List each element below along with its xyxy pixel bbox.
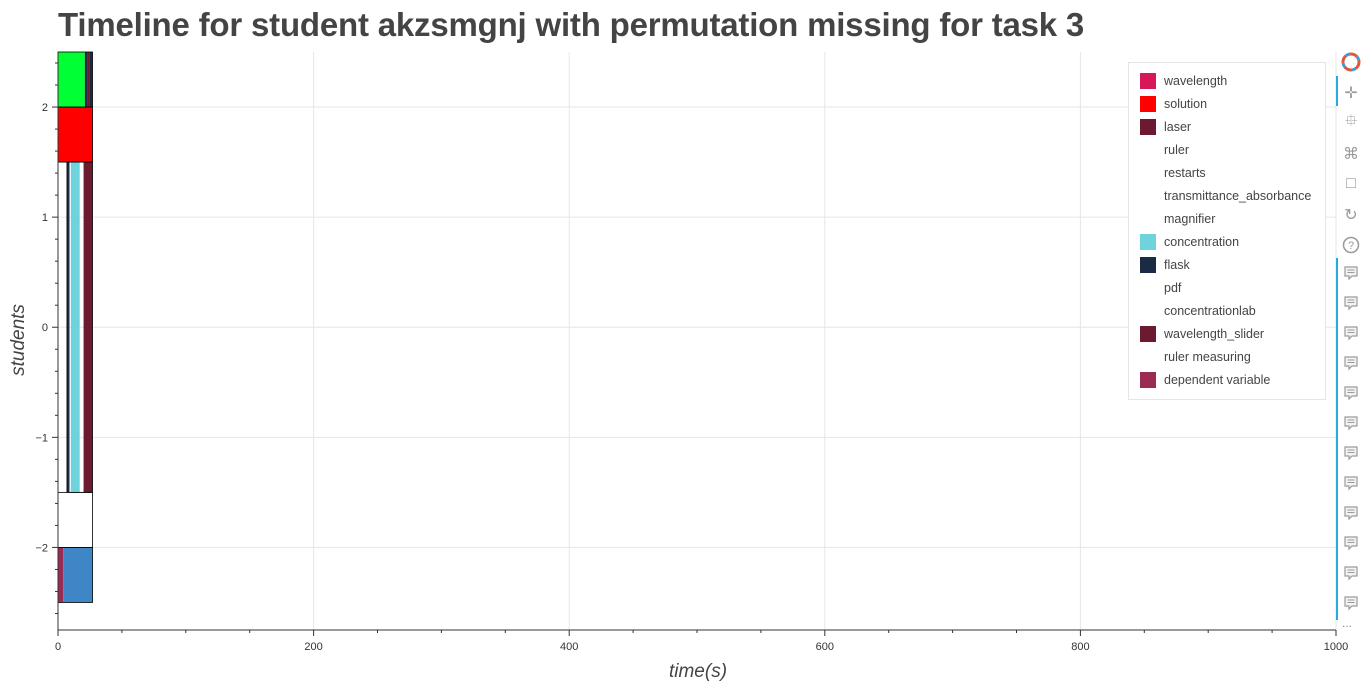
legend-label: concentration <box>1164 235 1240 249</box>
timeline-bar <box>89 52 93 108</box>
active-tool-indicator <box>1336 258 1338 620</box>
hover-icon[interactable] <box>1340 592 1362 614</box>
y-tick-label: −1 <box>35 432 48 444</box>
legend-label: ruler <box>1164 143 1190 157</box>
y-tick-label: 0 <box>42 322 48 334</box>
timeline-bar <box>58 52 85 108</box>
hover-icon[interactable] <box>1340 352 1362 374</box>
legend-swatch <box>1140 119 1156 135</box>
legend-item: ruler measuring <box>1140 348 1251 366</box>
chart-title: Timeline for student akzsmgnj with permu… <box>58 6 1085 43</box>
more-tools-icon[interactable]: ... <box>1342 616 1353 630</box>
legend-swatch <box>1140 211 1156 227</box>
svg-text:?: ? <box>1348 240 1354 252</box>
x-axis-label: time(s) <box>669 661 727 682</box>
timeline-bar <box>83 162 93 493</box>
legend-swatch <box>1140 326 1156 342</box>
chart-toolbar: ... ✛ ⯐ ⌘ □ ↻? <box>1336 50 1366 640</box>
help-icon[interactable]: ? <box>1340 234 1362 256</box>
active-tool-indicator <box>1336 76 1338 106</box>
x-tick-label: 200 <box>304 641 322 653</box>
hover-icon[interactable] <box>1340 412 1362 434</box>
legend-label: flask <box>1164 258 1190 272</box>
legend-item: pdf <box>1140 279 1181 297</box>
timeline-bar <box>58 492 93 548</box>
x-tick-label: 600 <box>816 641 834 653</box>
legend-swatch <box>1140 372 1156 388</box>
legend-label: magnifier <box>1164 212 1216 226</box>
hover-icon[interactable] <box>1340 562 1362 584</box>
legend-swatch <box>1140 165 1156 181</box>
y-tick-label: −2 <box>35 542 48 554</box>
legend-item: concentration <box>1140 233 1239 251</box>
legend-label: pdf <box>1164 281 1182 295</box>
timeline-bar <box>87 52 90 108</box>
legend-swatch <box>1140 96 1156 112</box>
legend-swatch <box>1140 257 1156 273</box>
timeline-bar <box>70 162 80 493</box>
timeline-bar <box>58 547 64 603</box>
reset-icon[interactable]: ↻ <box>1344 206 1358 224</box>
axes: 0 200 400 600 800 1000 −2 −1 0 1 2 <box>35 52 1348 653</box>
legend-label: wavelength_slider <box>1164 327 1265 341</box>
timeline-bar <box>63 547 93 603</box>
timeline-bars <box>57 51 93 603</box>
timeline-bar <box>58 107 93 163</box>
chart-legend: wavelength solution laser ruler restarts tran… <box>1128 62 1326 400</box>
pan-icon[interactable]: ✛ <box>1344 84 1358 102</box>
legend-item: dependent variable <box>1140 371 1270 389</box>
y-axis-label: students <box>8 304 29 376</box>
legend-item: restarts <box>1140 164 1206 182</box>
legend-label: laser <box>1164 120 1192 134</box>
legend-item: transmittance_absorbance <box>1140 187 1311 205</box>
hover-icon[interactable] <box>1340 262 1362 284</box>
timeline-bar <box>66 162 70 493</box>
wheel-zoom-icon[interactable]: ⌘ <box>1343 145 1359 163</box>
legend-item: magnifier <box>1140 210 1215 228</box>
hover-icon[interactable] <box>1340 442 1362 464</box>
legend-label: solution <box>1164 97 1208 111</box>
y-tick-label: 2 <box>42 102 48 114</box>
timeline-bar <box>84 52 88 108</box>
hover-icon[interactable] <box>1340 472 1362 494</box>
y-tick-label: 1 <box>42 212 48 224</box>
bokeh-logo-icon[interactable] <box>1340 51 1362 73</box>
hover-icon[interactable] <box>1340 322 1362 344</box>
legend-label: ruler measuring <box>1164 350 1251 364</box>
x-tick-label: 800 <box>1071 641 1089 653</box>
legend-swatch <box>1140 73 1156 89</box>
hover-icon[interactable] <box>1340 502 1362 524</box>
box-zoom-icon[interactable]: ⯐ <box>1344 112 1357 130</box>
legend-swatch <box>1140 280 1156 296</box>
legend-item: solution <box>1140 95 1207 113</box>
legend-label: restarts <box>1164 166 1206 180</box>
legend-item: ruler <box>1140 141 1189 159</box>
legend-item: flask <box>1140 256 1190 274</box>
legend-swatch <box>1140 234 1156 250</box>
hover-icon[interactable] <box>1340 532 1362 554</box>
legend-item: concentrationlab <box>1140 302 1256 320</box>
legend-swatch <box>1140 349 1156 365</box>
x-tick-label: 1000 <box>1324 641 1348 653</box>
legend-item: wavelength_slider <box>1140 325 1264 343</box>
hover-icon[interactable] <box>1340 382 1362 404</box>
legend-item: wavelength <box>1140 72 1227 90</box>
save-icon[interactable]: □ <box>1346 175 1356 192</box>
legend-item: laser <box>1140 118 1191 136</box>
legend-swatch <box>1140 188 1156 204</box>
x-tick-label: 0 <box>55 641 61 653</box>
legend-label: dependent variable <box>1164 373 1271 387</box>
x-tick-label: 400 <box>560 641 578 653</box>
legend-label: concentrationlab <box>1164 304 1256 318</box>
legend-label: transmittance_absorbance <box>1164 189 1312 203</box>
legend-swatch <box>1140 142 1156 158</box>
legend-swatch <box>1140 303 1156 319</box>
hover-icon[interactable] <box>1340 292 1362 314</box>
legend-label: wavelength <box>1164 74 1228 88</box>
